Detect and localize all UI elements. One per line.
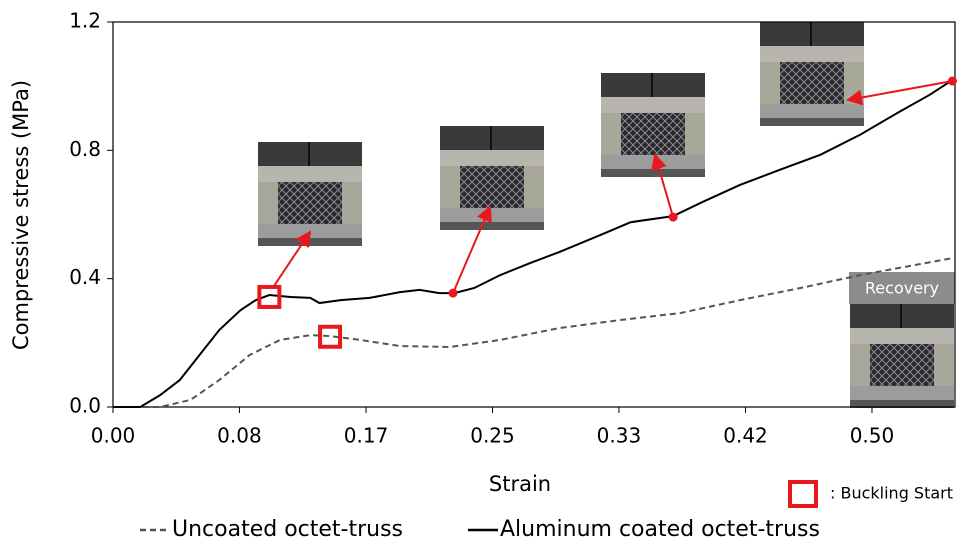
y-tick-label: 0.4: [69, 265, 101, 289]
photos: [258, 22, 955, 408]
legend-label: Aluminum coated octet-truss: [500, 517, 820, 542]
x-axis-label: Strain: [489, 472, 551, 496]
x-tick-label: 0.00: [91, 424, 136, 448]
y-tick-label: 0.0: [69, 394, 101, 418]
photo-point: [449, 289, 458, 298]
x-tick-label: 0.25: [470, 424, 515, 448]
x-tick-label: 0.42: [723, 424, 768, 448]
series-line: [113, 258, 952, 407]
y-axis-label: Compressive stress (MPa): [9, 80, 33, 350]
y-tick-label: 0.8: [69, 137, 101, 161]
marker-legend: : Buckling Start: [830, 484, 953, 503]
legend-label: Uncoated octet-truss: [172, 517, 403, 542]
x-tick-label: 0.17: [344, 424, 389, 448]
x-tick-label: 0.08: [217, 424, 262, 448]
x-tick-label: 0.33: [597, 424, 642, 448]
y-tick-label: 1.2: [69, 9, 101, 33]
photo-point: [669, 213, 678, 222]
marker-legend-symbol: [790, 482, 816, 506]
photo-point: [948, 77, 957, 86]
photo-label: Recovery: [865, 279, 939, 298]
chart: Recovery Strain Compressive stress (MPa)…: [0, 0, 977, 546]
x-tick-label: 0.50: [850, 424, 895, 448]
